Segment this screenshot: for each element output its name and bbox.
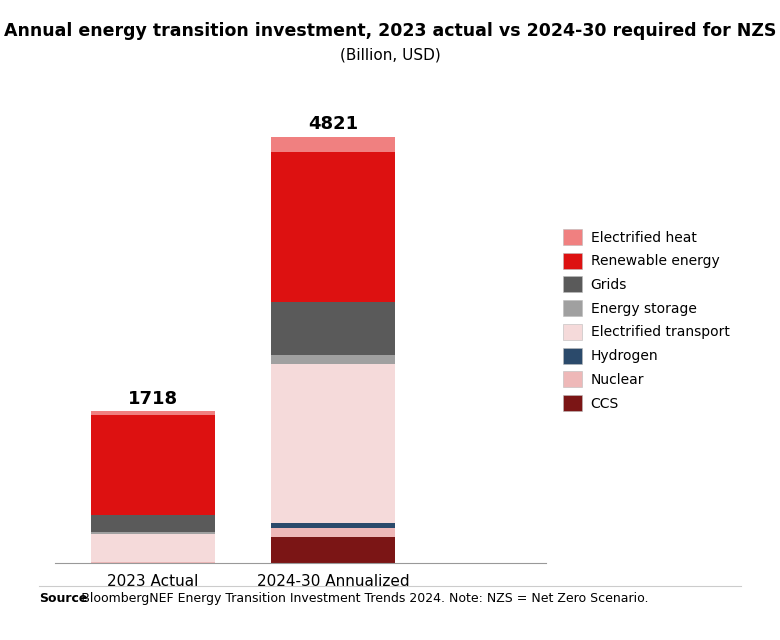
Text: : BloombergNEF Energy Transition Investment Trends 2024. Note: NZS = Net Zero Sc: : BloombergNEF Energy Transition Investm…	[73, 592, 649, 605]
Bar	[271, 355, 395, 364]
Bar	[271, 524, 395, 528]
Text: 4821: 4821	[308, 115, 358, 133]
Bar	[271, 528, 395, 537]
Text: (Billion, USD): (Billion, USD)	[339, 48, 441, 63]
Bar	[271, 137, 395, 152]
Bar	[90, 412, 215, 415]
Bar	[90, 534, 215, 562]
Bar	[271, 152, 395, 302]
Bar	[271, 537, 395, 563]
Legend: Electrified heat, Renewable energy, Grids, Energy storage, Electrified transport: Electrified heat, Renewable energy, Grid…	[563, 229, 729, 411]
Bar	[271, 302, 395, 355]
Bar	[90, 532, 215, 534]
Bar	[90, 415, 215, 515]
Bar	[271, 364, 395, 524]
Text: 1718: 1718	[128, 390, 178, 408]
Text: Source: Source	[39, 592, 87, 605]
Bar	[90, 515, 215, 532]
Text: Annual energy transition investment, 2023 actual vs 2024-30 required for NZS: Annual energy transition investment, 202…	[4, 22, 776, 40]
